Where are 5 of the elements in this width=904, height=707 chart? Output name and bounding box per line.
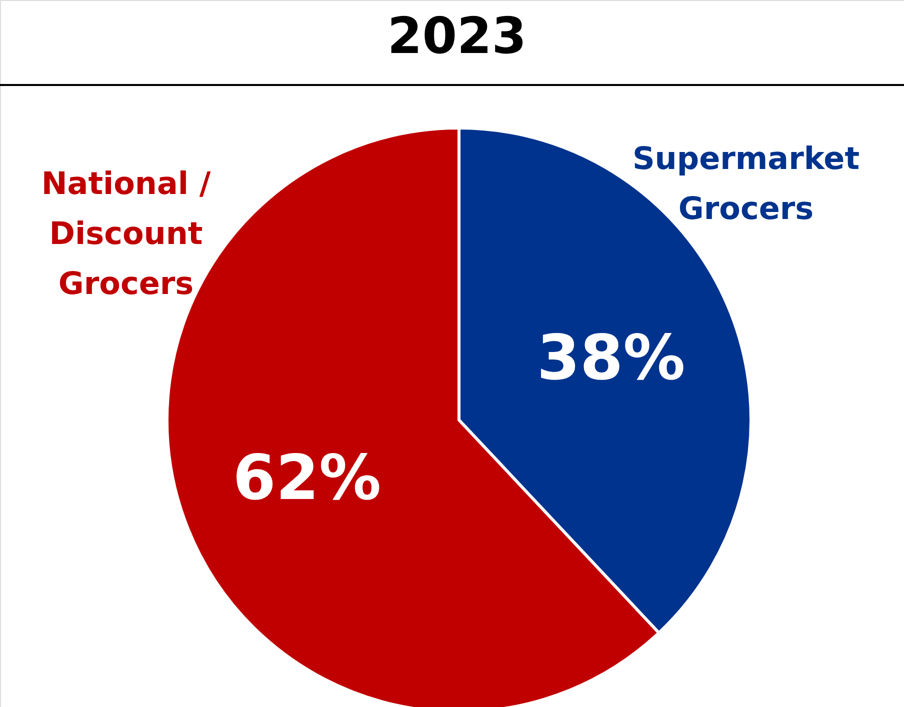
slice-label: National / Discount Grocers [41, 166, 212, 302]
slice-label: Supermarket Grocers [632, 141, 860, 227]
chart-title: 2023 [387, 7, 527, 65]
data-label: 62% [232, 441, 382, 514]
data-label: 38% [536, 320, 686, 394]
